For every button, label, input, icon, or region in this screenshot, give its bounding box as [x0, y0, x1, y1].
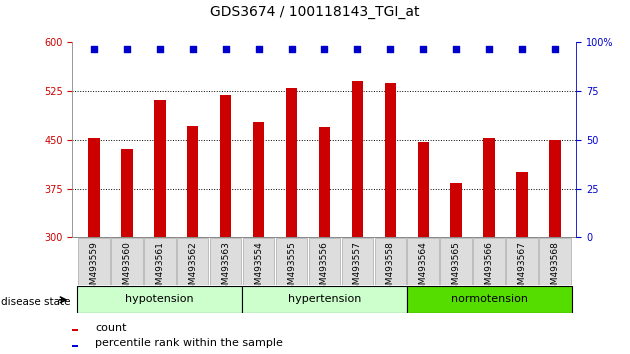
Bar [286, 88, 297, 237]
FancyBboxPatch shape [210, 238, 241, 285]
Bar [319, 127, 330, 237]
Text: GSM493561: GSM493561 [155, 241, 164, 296]
Point [550, 46, 560, 52]
Point [155, 46, 165, 52]
Point [89, 46, 99, 52]
Point [287, 46, 297, 52]
Point [122, 46, 132, 52]
Bar [253, 122, 265, 237]
FancyBboxPatch shape [242, 286, 407, 313]
FancyBboxPatch shape [144, 238, 176, 285]
FancyBboxPatch shape [408, 238, 439, 285]
Point [484, 46, 494, 52]
Bar [72, 329, 77, 331]
Text: GSM493560: GSM493560 [122, 241, 131, 296]
Text: GSM493562: GSM493562 [188, 241, 197, 296]
Text: GSM493566: GSM493566 [484, 241, 494, 296]
Bar [450, 183, 462, 237]
Point [319, 46, 329, 52]
Text: hypotension: hypotension [125, 293, 194, 304]
FancyBboxPatch shape [507, 238, 538, 285]
Text: GDS3674 / 100118143_TGI_at: GDS3674 / 100118143_TGI_at [210, 5, 420, 19]
Text: GSM493558: GSM493558 [386, 241, 395, 296]
Point [386, 46, 396, 52]
FancyBboxPatch shape [78, 238, 110, 285]
Text: GSM493556: GSM493556 [320, 241, 329, 296]
Point [253, 46, 263, 52]
FancyBboxPatch shape [473, 238, 505, 285]
Bar [352, 81, 363, 237]
Point [352, 46, 362, 52]
FancyBboxPatch shape [407, 286, 571, 313]
FancyBboxPatch shape [276, 238, 307, 285]
FancyBboxPatch shape [177, 238, 209, 285]
Text: GSM493563: GSM493563 [221, 241, 230, 296]
Text: GSM493557: GSM493557 [353, 241, 362, 296]
FancyBboxPatch shape [309, 238, 340, 285]
Text: percentile rank within the sample: percentile rank within the sample [95, 338, 283, 348]
Point [188, 46, 198, 52]
FancyBboxPatch shape [111, 238, 142, 285]
Bar [549, 140, 561, 237]
FancyBboxPatch shape [341, 238, 373, 285]
FancyBboxPatch shape [243, 238, 275, 285]
Text: GSM493567: GSM493567 [518, 241, 527, 296]
Text: normotension: normotension [450, 293, 528, 304]
Text: GSM493564: GSM493564 [419, 241, 428, 296]
Text: GSM493559: GSM493559 [89, 241, 98, 296]
FancyBboxPatch shape [374, 238, 406, 285]
Text: GSM493555: GSM493555 [287, 241, 296, 296]
Bar [88, 138, 100, 237]
Bar [418, 142, 429, 237]
Text: GSM493565: GSM493565 [452, 241, 461, 296]
Point [517, 46, 527, 52]
Point [418, 46, 428, 52]
Bar [220, 95, 231, 237]
Bar [187, 126, 198, 237]
Text: disease state: disease state [1, 297, 71, 307]
Bar [517, 172, 528, 237]
FancyBboxPatch shape [77, 286, 242, 313]
FancyBboxPatch shape [539, 238, 571, 285]
Text: GSM493568: GSM493568 [551, 241, 559, 296]
Bar [483, 138, 495, 237]
Text: GSM493554: GSM493554 [254, 241, 263, 296]
Point [220, 46, 231, 52]
Bar [384, 83, 396, 237]
Bar [72, 345, 77, 347]
FancyBboxPatch shape [440, 238, 472, 285]
Text: hypertension: hypertension [288, 293, 361, 304]
Point [451, 46, 461, 52]
Text: count: count [95, 322, 127, 332]
Bar [154, 99, 166, 237]
Bar [121, 149, 132, 237]
